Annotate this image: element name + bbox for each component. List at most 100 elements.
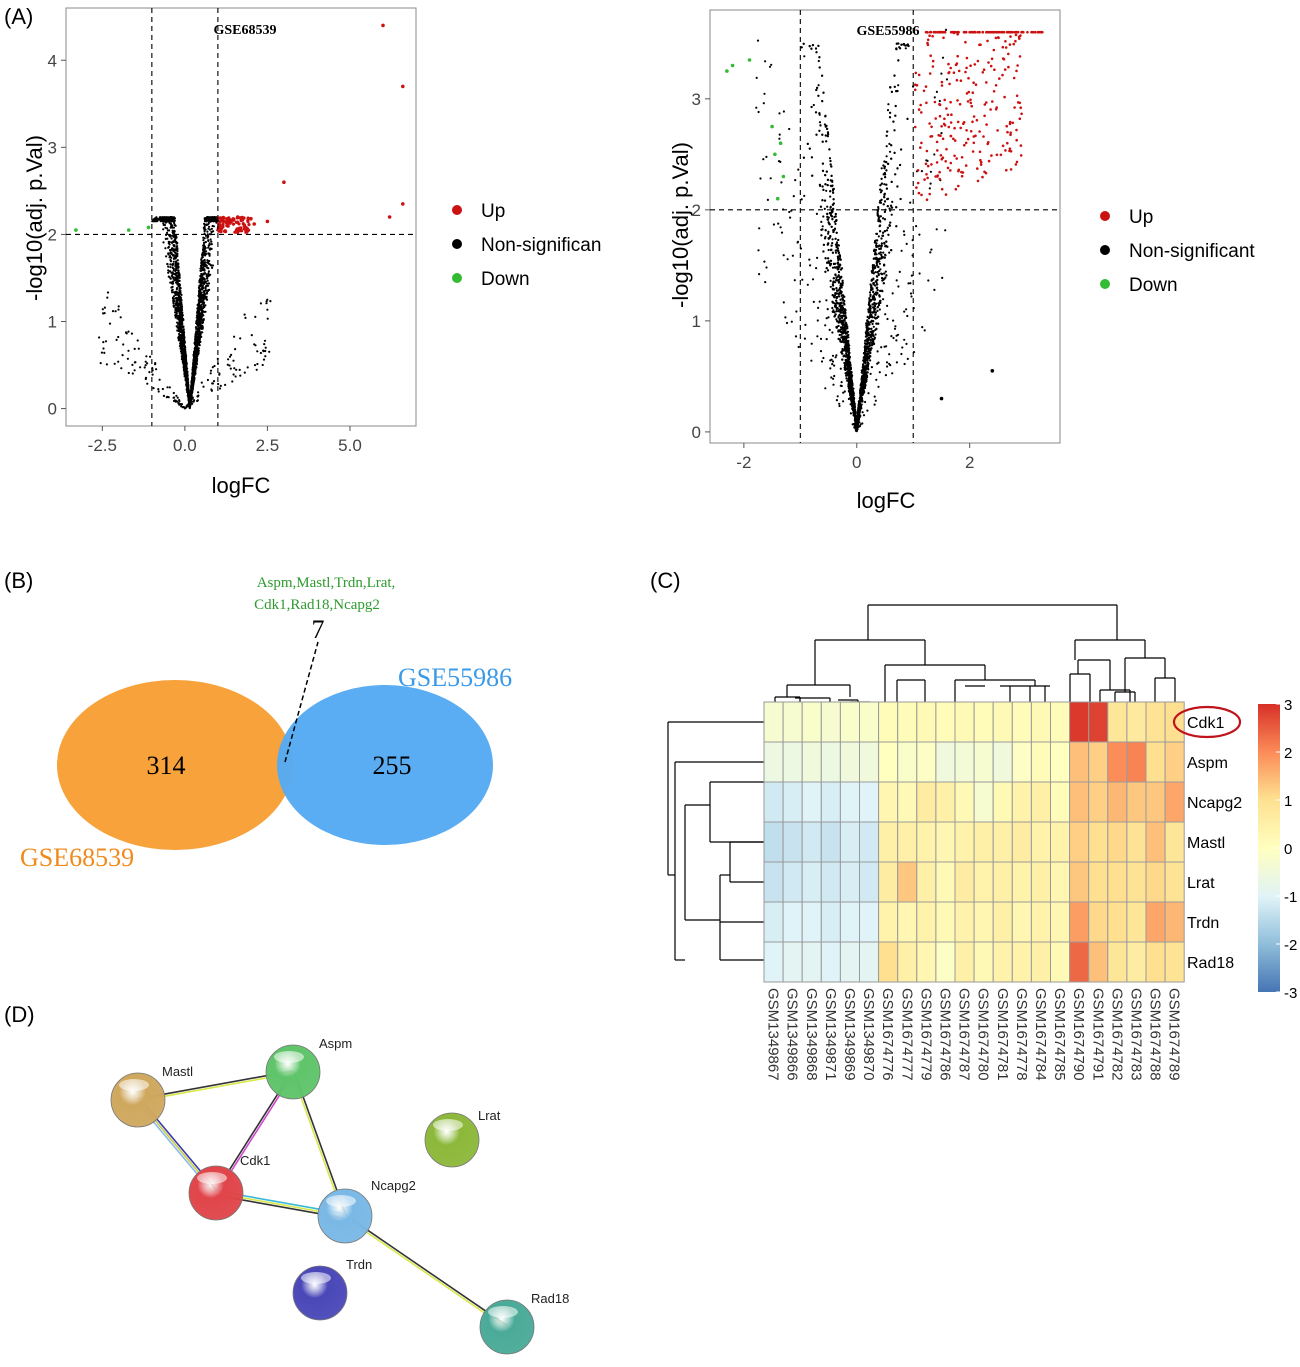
nonsig-point	[201, 266, 204, 269]
nonsig-point	[835, 301, 839, 304]
nonsig-point	[203, 230, 206, 233]
nonsig-point	[171, 288, 174, 291]
nonsig-point	[193, 350, 197, 353]
nonsig-point	[874, 284, 877, 287]
nonsig-point	[817, 44, 820, 48]
nonsig-point	[148, 371, 151, 374]
nonsig-point	[202, 239, 205, 242]
nonsig-point	[173, 229, 176, 232]
nonsig-point	[831, 251, 835, 254]
nonsig-point	[826, 218, 830, 221]
nonsig-point	[811, 174, 814, 177]
nonsig-point	[878, 308, 881, 311]
legend-swatch	[452, 273, 462, 283]
nonsig-point	[108, 322, 112, 325]
nonsig-point	[175, 281, 178, 284]
nonsig-point	[883, 200, 887, 203]
nonsig-point	[192, 364, 195, 367]
nonsig-point	[199, 288, 202, 291]
nonsig-point	[226, 363, 229, 366]
nonsig-point	[198, 337, 201, 340]
nonsig-point	[122, 343, 125, 346]
nonsig-point	[885, 169, 888, 172]
up-point	[387, 215, 392, 219]
nonsig-point	[826, 184, 829, 187]
up-point	[401, 202, 405, 206]
nonsig-point	[120, 367, 123, 370]
nonsig-point	[883, 193, 886, 196]
nonsig-point	[178, 315, 181, 318]
nonsig-point	[210, 240, 213, 243]
nonsig-point	[171, 272, 174, 275]
nonsig-point	[876, 309, 879, 312]
nonsig-point	[199, 325, 202, 328]
x-tick-label: -2.5	[88, 436, 117, 455]
nonsig-point	[232, 359, 235, 362]
nonsig-point	[817, 59, 820, 63]
nonsig-point	[874, 271, 877, 274]
nonsig-point	[883, 183, 886, 186]
nonsig-point	[206, 236, 209, 239]
nonsig-point	[803, 55, 806, 58]
nonsig-point	[171, 285, 174, 288]
nonsig-point	[823, 199, 827, 202]
nonsig-point	[876, 239, 879, 242]
legend-swatch	[452, 205, 462, 215]
nonsig-point	[182, 406, 186, 409]
nonsig-point	[117, 305, 120, 308]
nonsig-point	[201, 307, 204, 310]
nonsig-point	[829, 285, 832, 288]
nonsig-point	[174, 303, 177, 306]
nonsig-point	[198, 310, 201, 313]
nonsig-point	[878, 294, 881, 297]
nonsig-point	[172, 297, 175, 300]
nonsig-point	[890, 157, 893, 160]
nonsig-point	[168, 217, 171, 221]
nonsig-point	[836, 247, 839, 250]
nonsig-point	[201, 268, 204, 271]
nonsig-point	[188, 406, 191, 409]
nonsig-point	[228, 355, 232, 358]
nonsig-point	[172, 305, 175, 308]
nonsig-point	[176, 304, 179, 307]
y-tick-label: 4	[48, 51, 57, 70]
nonsig-point	[171, 247, 174, 250]
nonsig-point	[180, 301, 183, 304]
nonsig-point	[211, 266, 214, 269]
nonsig-point	[204, 289, 208, 292]
nonsig-point	[178, 320, 181, 323]
nonsig-point	[184, 366, 188, 369]
nonsig-point	[106, 291, 110, 294]
nonsig-point	[878, 262, 882, 265]
nonsig-point	[178, 400, 181, 403]
nonsig-point	[125, 331, 128, 334]
nonsig-point	[821, 169, 825, 172]
nonsig-point	[202, 290, 205, 293]
nonsig-point	[831, 266, 835, 269]
up-point	[236, 227, 240, 231]
nonsig-point	[170, 237, 173, 240]
nonsig-point	[880, 167, 883, 170]
nonsig-point	[229, 367, 232, 370]
nonsig-point	[886, 205, 889, 208]
nonsig-point	[259, 302, 262, 305]
nonsig-point	[265, 302, 268, 305]
nonsig-point	[176, 321, 179, 324]
nonsig-point	[144, 364, 147, 367]
nonsig-point	[196, 349, 199, 352]
nonsig-point	[202, 259, 205, 262]
nonsig-point	[195, 327, 198, 330]
nonsig-point	[154, 363, 157, 366]
nonsig-point	[103, 312, 106, 315]
nonsig-point	[262, 349, 265, 352]
nonsig-point	[158, 378, 161, 381]
nonsig-point	[175, 235, 178, 238]
up-point	[226, 224, 230, 228]
nonsig-point	[176, 396, 179, 399]
up-point	[234, 220, 239, 224]
nonsig-point	[869, 293, 872, 296]
up-point	[218, 223, 222, 227]
nonsig-point	[232, 373, 235, 376]
nonsig-point	[194, 333, 198, 336]
nonsig-point	[167, 265, 170, 268]
